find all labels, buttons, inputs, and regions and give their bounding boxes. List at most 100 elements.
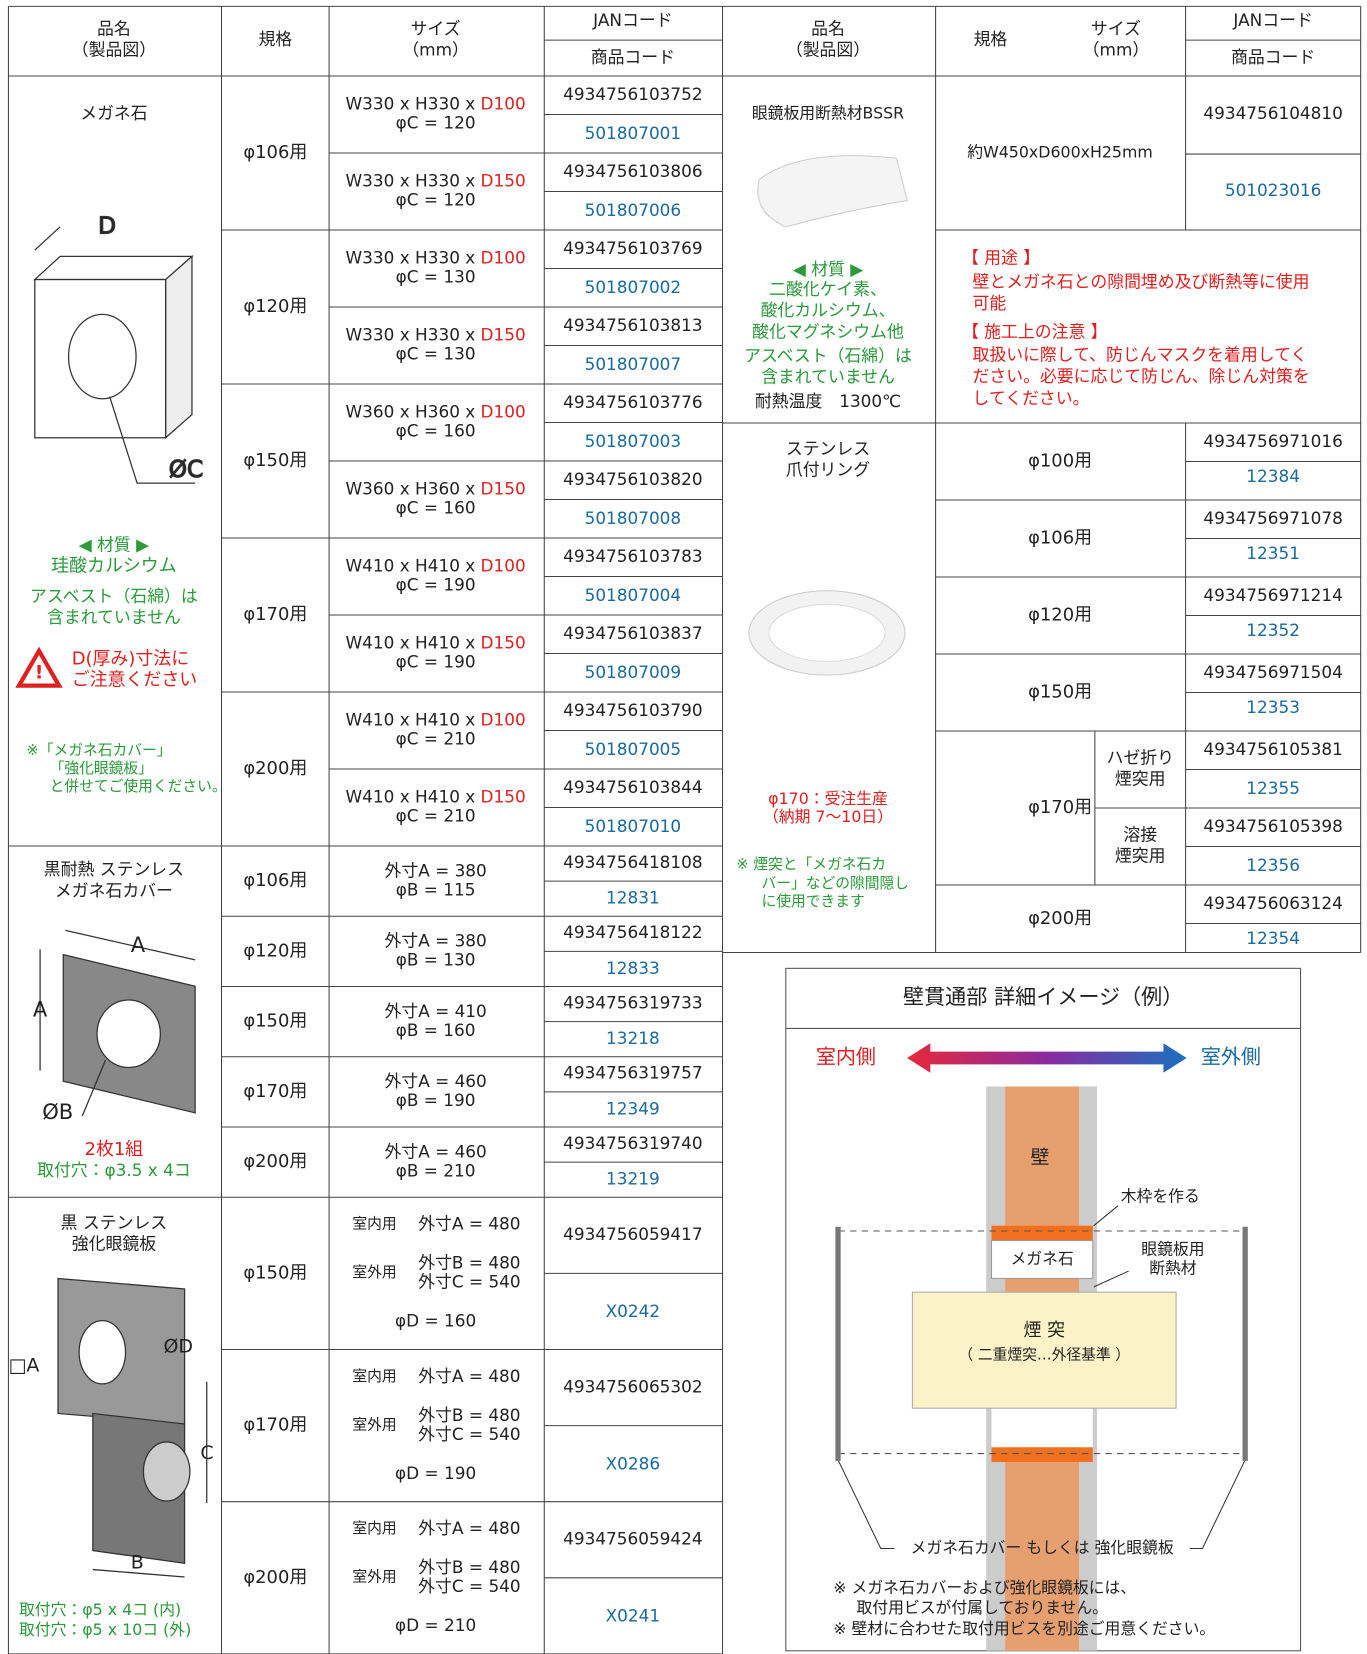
cell-text: φC = 130	[396, 343, 476, 363]
cell-text: φ200用	[243, 1151, 307, 1172]
cell-text: 12349	[606, 1098, 660, 1118]
cell-text: φ106用	[243, 870, 307, 891]
cell-text: 外寸A = 480	[418, 1214, 520, 1234]
cell-text: してください。	[973, 388, 1090, 408]
header-text: （mm）	[402, 40, 469, 60]
size-wh: W410 x H410 x	[346, 555, 476, 575]
size-text: W360 x H360 x D150	[346, 478, 526, 498]
cell-text: 4934756103790	[563, 700, 702, 720]
cell-text: 煙 突	[1023, 1320, 1065, 1341]
cell-text: ※ 煙突と「メガネ石カ	[736, 856, 886, 873]
cell-text: 外寸A = 380	[384, 931, 486, 951]
cell-text: 4934756103806	[563, 161, 702, 181]
cell-text: φB = 160	[396, 1020, 476, 1040]
ring-image-part	[768, 603, 886, 662]
detail-image-part	[838, 1460, 895, 1549]
cell-text: 4934756418108	[563, 852, 702, 872]
cell-text: 4934756418122	[563, 922, 702, 942]
cell-text: 外寸B = 480	[418, 1557, 520, 1577]
size-text: W330 x H330 x D100	[346, 93, 526, 113]
header-text: サイズ	[411, 19, 461, 39]
header-text: 規格	[258, 29, 292, 49]
cell-text: 室外用	[352, 1569, 396, 1586]
cell-text: 眼鏡板用断熱材BSSR	[752, 103, 904, 122]
cell-text: 501807003	[585, 431, 682, 451]
size-wh: W330 x H330 x	[346, 170, 476, 190]
cell-text: 室内用	[352, 1216, 396, 1233]
size-text: W330 x H330 x D150	[346, 324, 526, 344]
cell-text: アスベスト（石綿）は	[30, 586, 198, 606]
header-text: （製品図）	[786, 40, 870, 60]
warning-icon-part: !	[35, 662, 44, 684]
cell-text: φC = 190	[396, 651, 476, 671]
cell-text: X0242	[606, 1301, 660, 1321]
cell-text: φC = 130	[396, 266, 476, 286]
cell-text: 外寸A = 460	[384, 1071, 486, 1091]
cell-text: 外寸A = 380	[384, 860, 486, 880]
detail-image-part	[1093, 1270, 1129, 1288]
header-text: （mm）	[1083, 40, 1150, 60]
cell-text: 室内用	[352, 1520, 396, 1537]
cell-text: 取付穴：φ3.5 x 4コ	[37, 1160, 191, 1180]
cover-drawing-part: A	[33, 997, 48, 1022]
cell-text: φ150用	[243, 1262, 307, 1283]
cover-drawing-part	[96, 999, 161, 1069]
cell-text: 501807007	[585, 354, 682, 374]
plate-drawing-part: B	[131, 1552, 144, 1574]
cell-text: φB = 190	[396, 1090, 476, 1110]
detail-image-part	[991, 1407, 1093, 1448]
cell-text: 壁貫通部 詳細イメージ（例）	[903, 984, 1183, 1009]
cell-text: 断熱材	[1149, 1258, 1197, 1277]
cell-text: φ170用	[243, 604, 307, 625]
cell-text: 12352	[1246, 620, 1300, 640]
megane-drawing-part	[34, 226, 61, 251]
size-wh: W410 x H410 x	[346, 632, 476, 652]
cell-text: 4934756103752	[563, 84, 702, 104]
cell-text: φC = 210	[396, 805, 476, 825]
cell-text: 501807006	[585, 200, 682, 220]
cell-text: φB = 210	[396, 1160, 476, 1180]
detail-image-part	[990, 1239, 1094, 1279]
plate-drawing-part: C	[200, 1442, 213, 1464]
cell-text: ※ メガネ石カバーおよび強化眼鏡板には、	[833, 1578, 1136, 1597]
cell-text: 取付用ビスが付属しておりません。	[856, 1598, 1108, 1617]
cell-text: 501807004	[585, 585, 682, 605]
plate-drawing-part: ØD	[163, 1336, 193, 1358]
cell-text: と併せてご使用ください。	[50, 778, 227, 795]
cell-text: バー」などの隙間隠し	[762, 875, 910, 892]
header-text: 商品コード	[1231, 47, 1315, 67]
cell-text: 壁とメガネ石との隙間埋め及び断熱等に使用	[973, 272, 1310, 292]
cell-text: 12384	[1246, 466, 1300, 486]
cell-text: アスベスト（石綿）は	[744, 346, 912, 366]
cell-text: φD = 190	[395, 1463, 476, 1483]
cell-text: 木枠を作る	[1121, 1187, 1200, 1206]
cell-text: 12833	[606, 958, 660, 978]
cell-text: 12351	[1246, 543, 1300, 563]
cell-text: ハゼ折り	[1107, 747, 1174, 767]
cell-text: 珪酸カルシウム	[51, 555, 176, 576]
cell-text: 黒 ステンレス	[61, 1213, 168, 1233]
header-text: （製品図）	[72, 40, 156, 60]
cell-text: φB = 130	[396, 950, 476, 970]
cell-text: 強化眼鏡板	[72, 1234, 156, 1254]
cell-text: φ106用	[1028, 528, 1092, 549]
cell-text: ※「メガネ石カバー」	[26, 742, 171, 759]
cell-text: φ170用	[1028, 797, 1092, 818]
megane-drawing-part	[67, 313, 137, 400]
cell-text: メガネ石	[80, 103, 147, 123]
cell-text: メガネ石カバー	[55, 880, 173, 900]
cell-text: 4934756104810	[1203, 103, 1342, 123]
header-text: JANコード	[592, 10, 672, 30]
cell-text: φ170用	[243, 1081, 307, 1102]
cover-drawing-part	[65, 929, 196, 961]
cell-text: 【 施工上の注意 】	[962, 321, 1108, 341]
cell-text: φC = 120	[396, 112, 476, 132]
size-depth: D100	[481, 555, 526, 575]
size-text: W330 x H330 x D150	[346, 170, 526, 190]
cell-text: 4934756105398	[1203, 816, 1342, 836]
plate-drawing-part: □A	[8, 1354, 39, 1376]
cell-text: 4934756103820	[563, 469, 702, 489]
size-depth: D150	[481, 478, 526, 498]
cell-text: φC = 160	[396, 497, 476, 517]
